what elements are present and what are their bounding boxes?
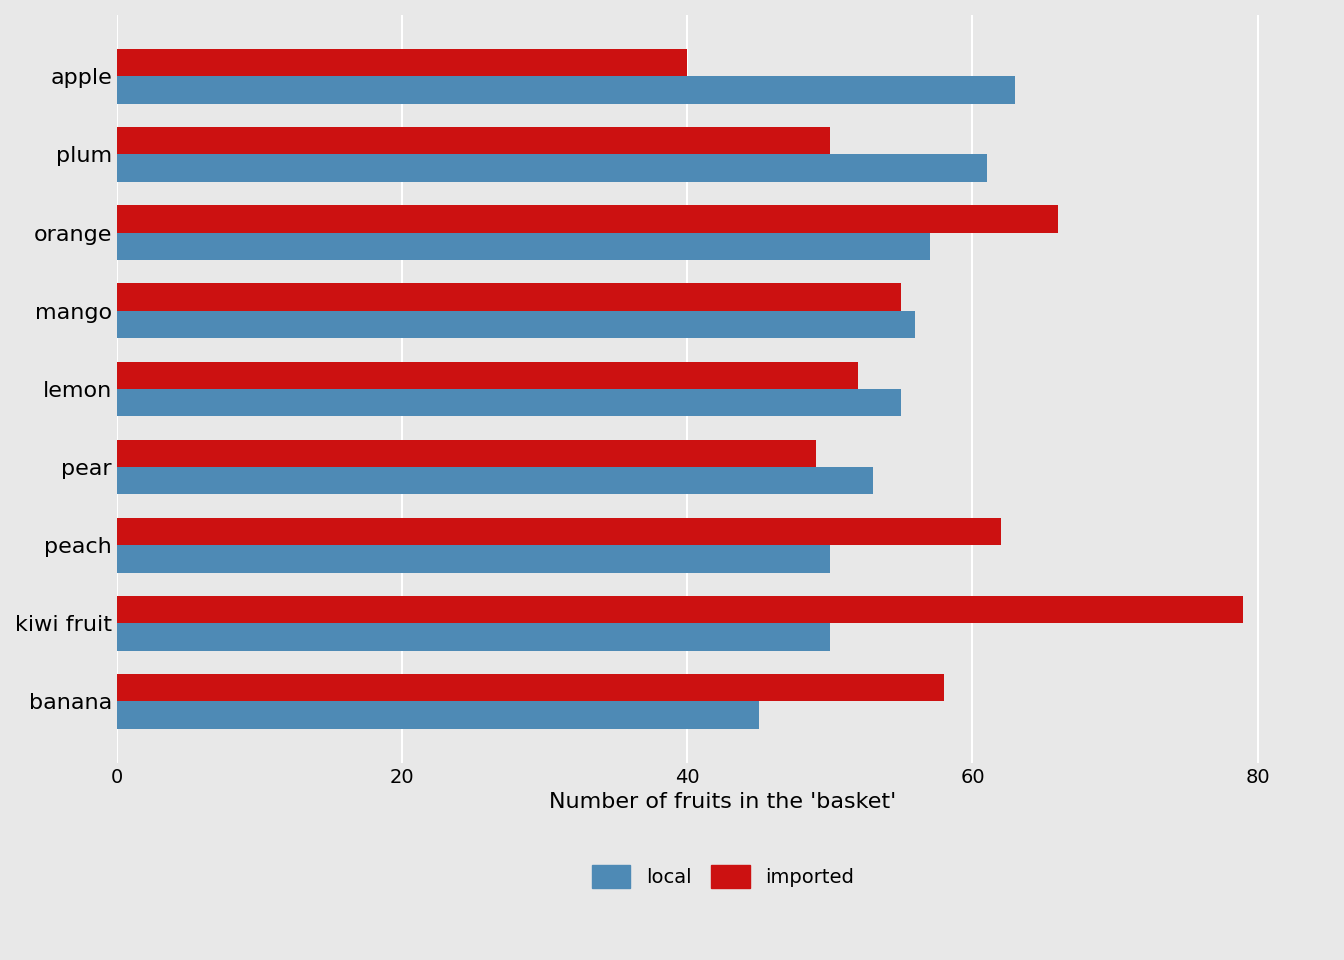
- Bar: [117, 623, 829, 651]
- Bar: [117, 596, 1243, 623]
- Bar: [117, 311, 915, 338]
- Bar: [117, 155, 986, 181]
- Bar: [117, 205, 1058, 232]
- X-axis label: Number of fruits in the 'basket': Number of fruits in the 'basket': [550, 792, 896, 812]
- Bar: [117, 283, 902, 311]
- Bar: [117, 702, 758, 729]
- Bar: [117, 467, 872, 494]
- Bar: [117, 440, 816, 467]
- Legend: local, imported: local, imported: [582, 854, 864, 898]
- Bar: [117, 77, 1015, 104]
- Bar: [117, 389, 902, 417]
- Bar: [117, 545, 829, 572]
- Bar: [117, 674, 943, 702]
- Bar: [117, 362, 859, 389]
- Bar: [117, 49, 687, 77]
- Bar: [117, 517, 1001, 545]
- Bar: [117, 127, 829, 155]
- Bar: [117, 232, 930, 260]
